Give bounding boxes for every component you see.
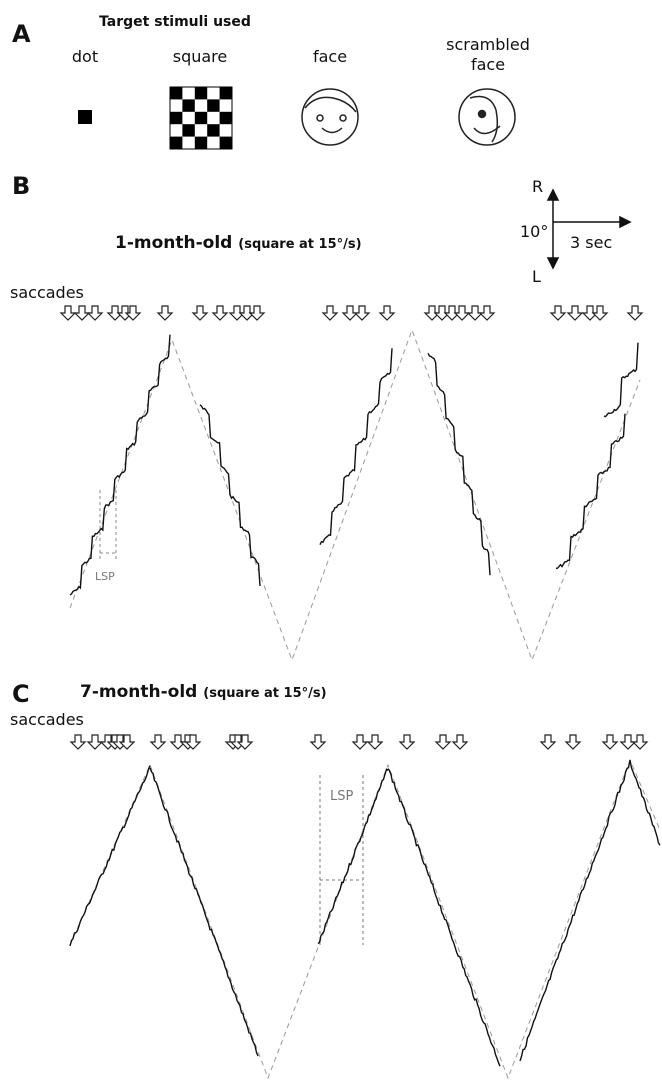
panel-label: A [12,20,31,48]
saccade-arrow [452,734,468,750]
eye-trace [69,765,151,947]
checker-cell [170,111,183,125]
checker-cell [194,136,208,149]
eye-trace [317,768,389,945]
scrambled-face-icon [458,88,516,146]
eye-trace [199,404,261,587]
eye-trace [629,759,661,846]
saccade-arrow [354,305,370,321]
saccade-arrow [352,734,368,750]
scale-label: R [532,177,543,196]
saccade-arrow [60,305,76,321]
checker-cell [170,136,183,149]
saccade-arrow [602,734,618,750]
eye-trace [519,760,631,1062]
saccade-arrow [192,305,208,321]
checker-cell [219,87,232,100]
panel-title: 1-month-old (square at 15°/s) [115,233,362,253]
subtitle: (square at 15°/s) [203,686,326,701]
eye-trace [149,767,259,1057]
eye-trace [387,768,501,1067]
saccade-arrow [367,734,383,750]
saccade-arrow [322,305,338,321]
title: 7-month-old [80,682,197,702]
stimulus-label: dot [72,47,98,66]
saccade-arrow [479,305,495,321]
checker-cell [207,99,220,112]
checker-cell [219,136,232,149]
saccade-arrow [627,305,643,321]
saccades-label: saccades [10,710,84,729]
saccade-arrow [379,305,395,321]
checkerboard [169,86,233,150]
saccades-label: saccades [10,283,84,302]
eye-trace [69,334,171,596]
saccade-arrow [70,734,86,750]
dot-stimulus [78,110,92,124]
eye-trace [555,413,626,569]
target-path [69,758,661,1080]
stimulus-label: face [313,47,347,66]
saccade-arrow [212,305,228,321]
scale-label: L [532,267,541,286]
saccade-arrow [157,305,173,321]
saccade-arrow [249,305,265,321]
eye-trace [603,342,639,418]
saccade-arrow [565,734,581,750]
saccade-arrow [310,734,326,750]
saccade-arrow [632,734,648,750]
scale-bar [546,188,632,270]
eye-trace [319,348,393,546]
title: 1-month-old [115,233,232,253]
saccade-arrow [74,305,90,321]
saccade-arrow [150,734,166,750]
checker-cell [194,111,208,125]
panel-label: B [12,172,30,200]
scale-label: 10° [520,222,548,241]
saccade-arrow [435,734,451,750]
checker-cell [182,99,195,112]
panel-title: 7-month-old (square at 15°/s) [80,682,327,702]
scale-label: 3 sec [570,233,612,252]
eye-trace [427,352,491,576]
saccade-arrow [454,305,470,321]
saccade-arrow [540,734,556,750]
saccade-arrow [592,305,608,321]
lsp-label: LSP [95,570,115,583]
stimulus-label: square [173,47,228,66]
traces [60,305,661,1080]
stimulus-label: scrambled [446,35,530,54]
saccade-arrow [550,305,566,321]
checker-cell [170,87,183,100]
saccade-arrow [399,734,415,750]
saccade-arrow [87,734,103,750]
lsp-marker [319,775,364,945]
panel-title: Target stimuli used [99,14,251,30]
stimulus-label: face [471,55,505,74]
checker-cell [219,111,232,125]
panel-label: C [12,680,30,708]
saccade-arrow [567,305,583,321]
checker-cell [182,124,195,137]
face-icon [301,88,359,146]
checker-cell [194,87,208,100]
checker-cell [207,124,220,137]
target-path [69,328,641,662]
lsp-label: LSP [330,789,353,804]
subtitle: (square at 15°/s) [238,237,361,252]
lsp-marker [99,490,117,560]
saccade-arrow [87,305,103,321]
